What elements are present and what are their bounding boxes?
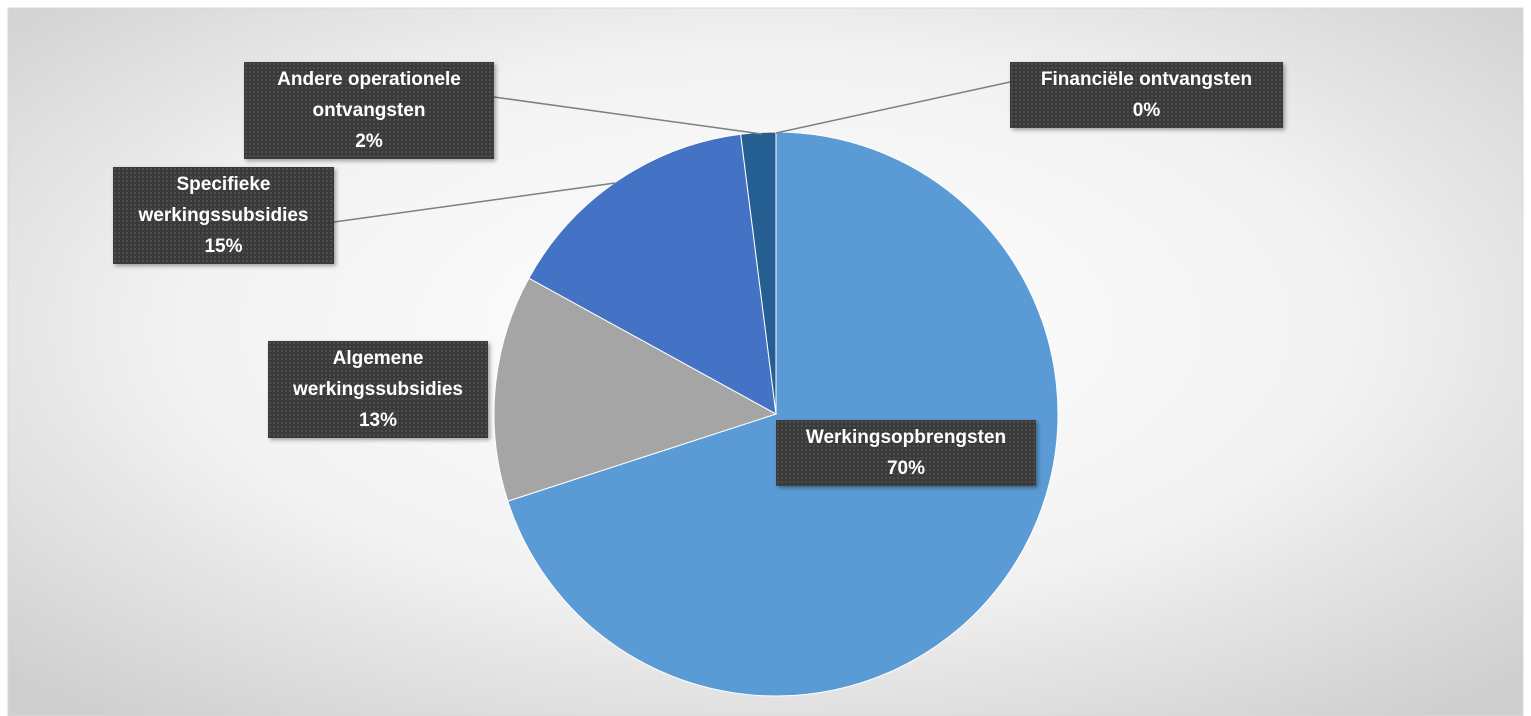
value-label: 15% [204, 236, 243, 257]
category-label: Financiële ontvangsten [1040, 69, 1253, 90]
leader-line [775, 81, 1011, 134]
leader-line [493, 96, 763, 135]
value-label: 2% [355, 131, 383, 152]
pie-slice [528, 133, 777, 415]
data-label: Algemene werkingssubsidies 13% [268, 341, 488, 438]
category-label: Werkingsopbrengsten [805, 427, 1007, 448]
data-label: Specifieke werkingssubsidies 15% [113, 167, 334, 264]
leader-line [333, 182, 616, 223]
pie-slice [493, 277, 778, 502]
pie [493, 131, 1059, 697]
value-label: 0% [1132, 100, 1161, 121]
category-label: Specifieke werkingssubsidies [138, 174, 309, 226]
data-label: Werkingsopbrengsten 70% [776, 420, 1036, 486]
data-label: Andere operationele ontvangsten 2% [244, 62, 494, 159]
category-label: Andere operationele ontvangsten [277, 69, 461, 121]
value-label: 70% [886, 458, 926, 479]
category-label: Algemene werkingssubsidies [292, 348, 463, 400]
pie-slice [507, 131, 1059, 697]
value-label: 13% [358, 410, 398, 431]
data-label: Financiële ontvangsten 0% [1010, 62, 1283, 128]
